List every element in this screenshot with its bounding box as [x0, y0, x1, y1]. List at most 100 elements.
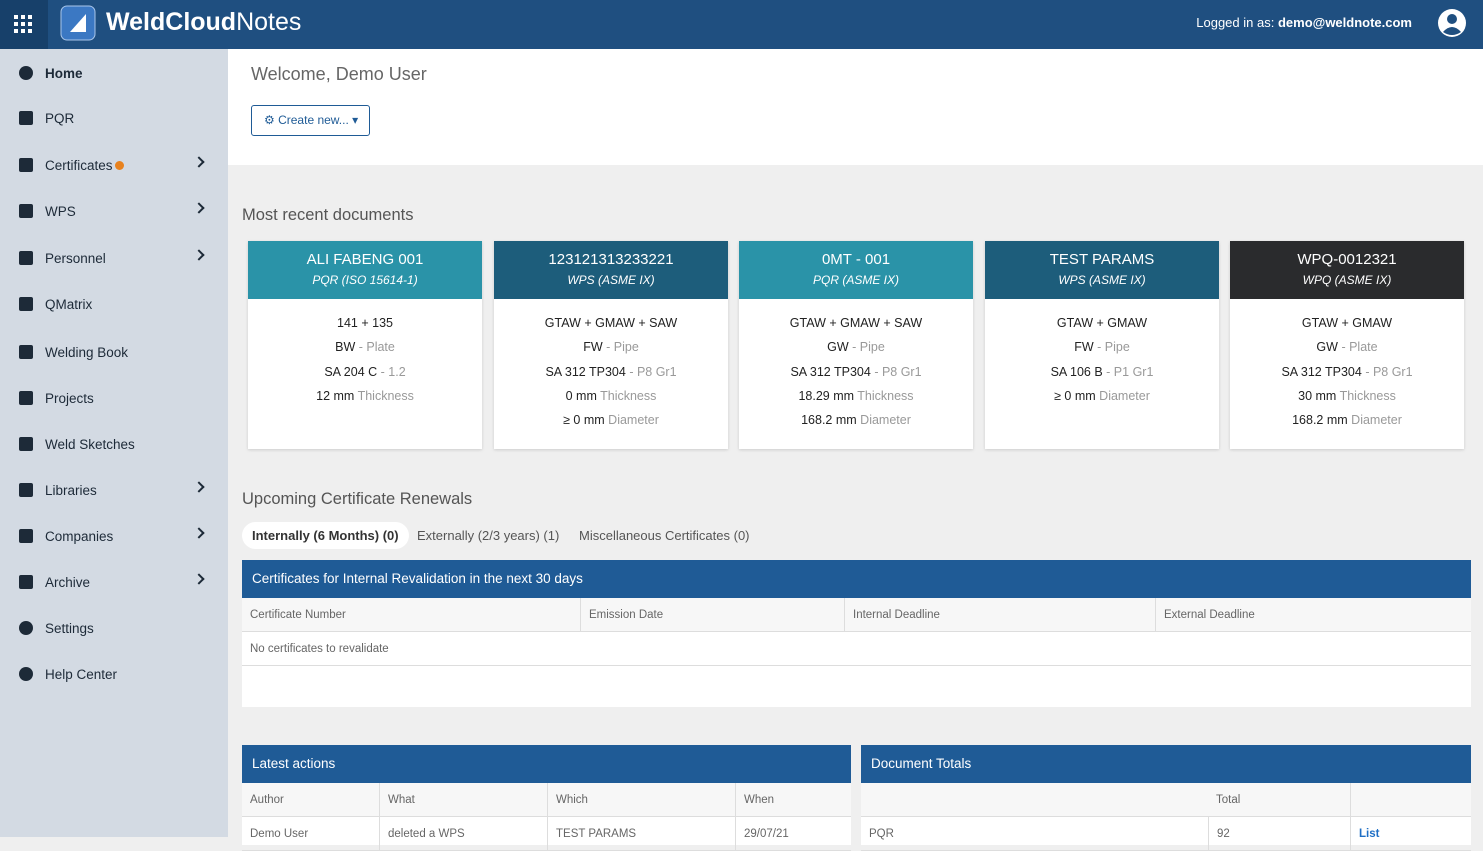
card-line: GW - Pipe — [739, 335, 973, 359]
line-detail: Thickness — [857, 388, 914, 403]
nav-item[interactable]: Companies — [0, 516, 228, 556]
tab[interactable]: Externally (2/3 years) (1) — [417, 528, 560, 543]
nav-item[interactable]: PQR — [0, 98, 228, 138]
nav-item[interactable]: Projects — [0, 378, 228, 418]
line-detail: - Pipe — [852, 340, 885, 355]
nav-item[interactable]: Welding Book — [0, 332, 228, 372]
line-value: FW — [583, 340, 603, 355]
card-body: 141 + 135 BW - Plate SA 204 C - 1.2 12 mm T… — [248, 299, 482, 408]
line-detail: - P1 Gr1 — [1106, 364, 1154, 379]
nav-icon — [19, 204, 33, 218]
nav-item[interactable]: Settings — [0, 608, 228, 648]
line-value: 168.2 mm — [801, 413, 857, 428]
card-line: SA 312 TP304 - P8 Gr1 — [1230, 360, 1464, 384]
line-value: SA 312 TP304 — [545, 364, 626, 379]
card-line: ≥ 0 mm Diameter — [985, 384, 1219, 408]
welcome-title: Welcome, Demo User — [251, 64, 427, 84]
card-title: 0MT - 001 — [821, 251, 891, 268]
logo — [60, 5, 96, 41]
table-cell: deleted a WPS — [379, 817, 465, 851]
column-header: Author — [250, 794, 284, 806]
panel-header: Document Totals — [861, 745, 1471, 783]
document-card[interactable]: TEST PARAMS WPS (ASME IX) GTAW + GMAW FW - … — [985, 241, 1219, 449]
document-card[interactable]: 123121313233221 WPS (ASME IX) GTAW + GMAW … — [494, 241, 728, 449]
line-detail: - P8 Gr1 — [874, 364, 922, 379]
line-value: GTAW + GMAW + SAW — [789, 316, 923, 330]
column-header: Emission Date — [580, 598, 663, 632]
create-button[interactable]: ⚙ Create new... ▾ — [251, 105, 370, 136]
document-card[interactable]: 0MT - 001 PQR (ASME IX) GTAW + GMAW + SAW G… — [739, 241, 973, 449]
line-detail: - Plate — [1341, 340, 1378, 355]
apps-icon — [14, 15, 32, 33]
nav-item[interactable]: Certificates — [0, 145, 228, 185]
welcome-area: Welcome, Demo User ⚙ Create new... ▾ — [228, 49, 1483, 165]
nav-icon — [19, 111, 33, 125]
column-header: What — [379, 783, 415, 817]
card-line: SA 204 C - 1.2 — [248, 360, 482, 384]
nav-label: Weld Sketches — [45, 436, 135, 452]
card-header: 0MT - 001 PQR (ASME IX) — [739, 241, 973, 299]
line-value: 18.29 mm — [798, 388, 855, 403]
card-body: GTAW + GMAW + SAW FW - Pipe SA 312 TP304 -… — [494, 299, 728, 432]
card-line: FW - Pipe — [985, 335, 1219, 359]
card-body: GTAW + GMAW + SAW GW - Pipe SA 312 TP304 -… — [739, 299, 973, 432]
line-detail: - Plate — [358, 340, 395, 355]
card-title: ALI FABENG 001 — [306, 251, 424, 268]
login-info: Logged in as: demo@weldnote.com — [1196, 15, 1412, 30]
line-value: GTAW + GMAW — [1056, 316, 1148, 330]
card-body: GTAW + GMAW GW - Plate SA 312 TP304 - P8 G… — [1230, 299, 1464, 432]
card-header: 123121313233221 WPS (ASME IX) — [494, 241, 728, 299]
line-value: 141 + 135 — [337, 316, 393, 330]
card-header: ALI FABENG 001 PQR (ISO 15614-1) — [248, 241, 482, 299]
document-card[interactable]: ALI FABENG 001 PQR (ISO 15614-1) 141 + 135… — [248, 241, 482, 449]
brand-bold: WeldCloud — [106, 8, 237, 36]
table-cell: PQR — [869, 828, 894, 840]
column-header: Which — [547, 783, 588, 817]
nav-item[interactable]: Help Center — [0, 654, 228, 694]
card-line: BW - Plate — [248, 335, 482, 359]
card-subtitle: PQR (ASME IX) — [812, 273, 899, 287]
tab[interactable]: Miscellaneous Certificates (0) — [579, 528, 750, 543]
user-avatar[interactable] — [1437, 8, 1467, 38]
line-value: ≥ 0 mm — [1054, 388, 1096, 403]
line-value: SA 312 TP304 — [1281, 364, 1362, 379]
table-cell[interactable]: List — [1350, 817, 1379, 851]
submenu-arrow — [193, 481, 205, 493]
apps-button[interactable] — [0, 0, 48, 49]
nav-item[interactable]: Personnel — [0, 238, 228, 278]
section-title: Most recent documents — [242, 206, 414, 224]
line-value: SA 204 C — [324, 364, 378, 379]
line-value: 0 mm — [565, 388, 597, 403]
nav-item[interactable]: WPS — [0, 191, 228, 231]
card-body: GTAW + GMAW FW - Pipe SA 106 B - P1 Gr1 ≥ 0… — [985, 299, 1219, 408]
card-line: SA 106 B - P1 Gr1 — [985, 360, 1219, 384]
line-detail: Diameter — [1099, 388, 1150, 403]
column-header: External Deadline — [1155, 598, 1255, 632]
nav-icon — [19, 575, 33, 589]
nav-item[interactable]: Home — [0, 53, 228, 93]
nav-label: QMatrix — [45, 296, 93, 312]
nav-label: Companies — [45, 528, 114, 544]
nav-label: Projects — [45, 390, 94, 406]
table-cell: 92 — [1208, 817, 1230, 851]
table-cell: Demo User — [250, 828, 309, 840]
nav-item[interactable]: Archive — [0, 562, 228, 602]
line-detail: Thickness — [1339, 388, 1396, 403]
user-email[interactable]: demo@weldnote.com — [1277, 15, 1412, 30]
submenu-arrow — [193, 527, 205, 539]
card-line: FW - Pipe — [494, 335, 728, 359]
line-detail: Diameter — [1351, 413, 1402, 428]
card-header: TEST PARAMS WPS (ASME IX) — [985, 241, 1219, 299]
nav-icon — [19, 251, 33, 265]
tab[interactable]: Internally (6 Months) (0) — [242, 522, 409, 549]
nav-item[interactable]: Libraries — [0, 470, 228, 510]
nav-item[interactable]: QMatrix — [0, 284, 228, 324]
nav-item[interactable]: Weld Sketches — [0, 424, 228, 464]
table-row: Demo User deleted a WPS TEST PARAMS 29/07/2… — [242, 817, 851, 851]
table-cell: TEST PARAMS — [547, 817, 636, 851]
nav-icon — [19, 345, 33, 359]
brand[interactable]: WeldCloudNotes — [106, 8, 301, 37]
submenu-arrow — [193, 573, 205, 585]
brand-light: Notes — [236, 8, 302, 36]
document-card[interactable]: WPQ-0012321 WPQ (ASME IX) GTAW + GMAW GW - … — [1230, 241, 1464, 449]
